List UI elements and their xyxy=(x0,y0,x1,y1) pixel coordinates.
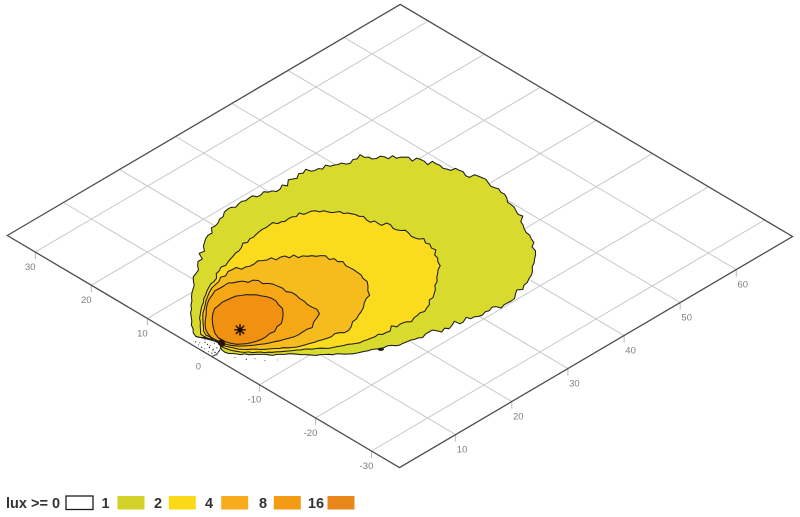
svg-text:4: 4 xyxy=(205,496,213,512)
svg-text:-10: -10 xyxy=(248,395,262,406)
svg-text:50: 50 xyxy=(681,313,692,324)
svg-text:20: 20 xyxy=(81,295,92,306)
svg-text:-30: -30 xyxy=(360,461,374,472)
svg-text:10: 10 xyxy=(137,328,148,339)
svg-text:-20: -20 xyxy=(304,428,318,439)
svg-text:0: 0 xyxy=(196,362,201,373)
svg-text:40: 40 xyxy=(625,346,636,357)
svg-text:16: 16 xyxy=(308,496,324,512)
svg-text:30: 30 xyxy=(25,262,36,273)
svg-text:8: 8 xyxy=(259,496,267,512)
svg-text:20: 20 xyxy=(513,412,524,423)
svg-text:1: 1 xyxy=(101,496,109,512)
svg-text:2: 2 xyxy=(154,496,162,512)
svg-text:30: 30 xyxy=(569,379,580,390)
svg-text:0: 0 xyxy=(52,496,60,512)
svg-text:10: 10 xyxy=(457,445,468,456)
svg-text:60: 60 xyxy=(738,280,749,291)
svg-text:lux >=: lux >= xyxy=(6,496,48,512)
